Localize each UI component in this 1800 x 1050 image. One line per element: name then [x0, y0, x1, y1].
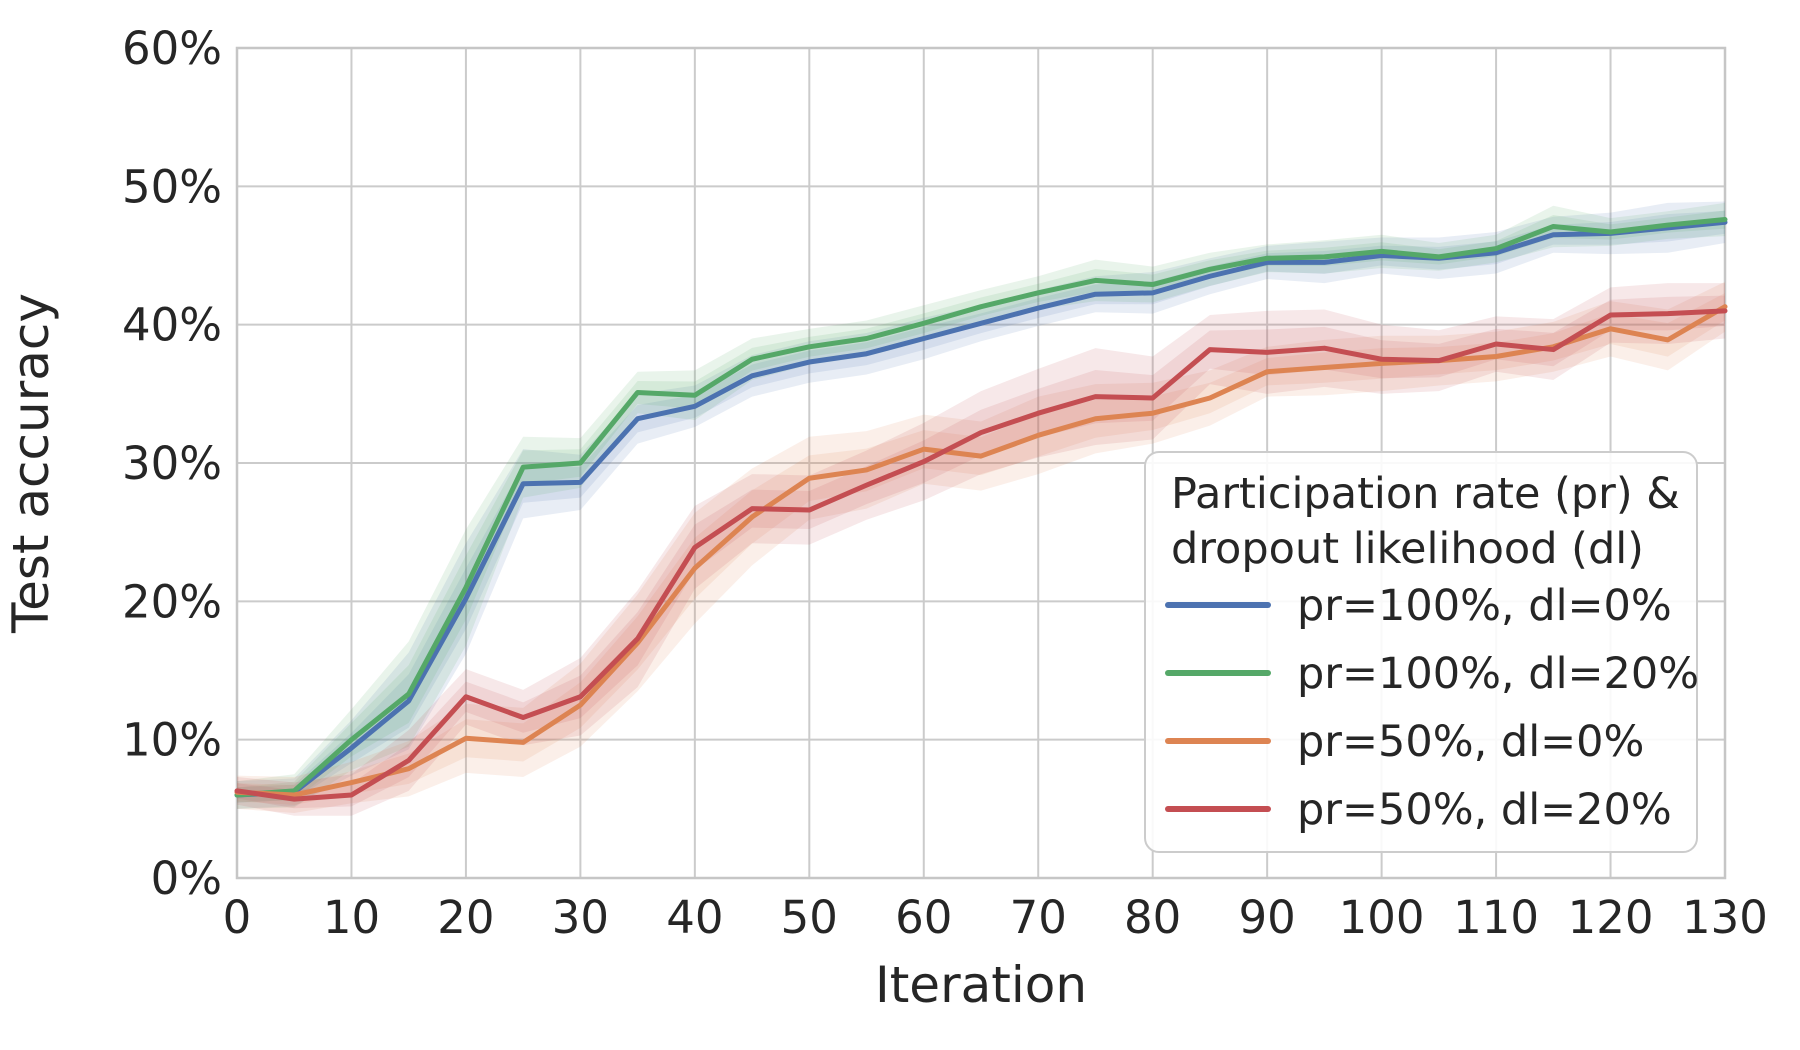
series-lines	[234, 217, 1728, 802]
y-tick-label: 10%	[122, 714, 222, 767]
y-tick-label: 60%	[122, 22, 222, 75]
band-series-1	[237, 202, 1725, 809]
band-series-3	[237, 295, 1725, 809]
x-tick-label: 110	[1453, 891, 1539, 944]
y-tick-label: 30%	[122, 437, 222, 490]
y-tick-label: 0%	[151, 852, 222, 905]
y-axis-label: Test accuracy	[2, 293, 60, 634]
plot-border	[235, 46, 1727, 880]
x-tick-label: 130	[1682, 891, 1768, 944]
x-tick-label: 120	[1568, 891, 1654, 944]
y-tick-labels: 0% 10% 20% 30% 40% 50% 60%	[122, 22, 222, 905]
line-series-3	[234, 308, 1728, 802]
x-tick-label: 30	[552, 891, 609, 944]
legend-box	[1144, 451, 1698, 853]
line-series-0	[234, 219, 1728, 798]
x-tick-label: 40	[666, 891, 723, 944]
x-tick-label: 80	[1124, 891, 1181, 944]
y-tick-label: 20%	[122, 575, 222, 628]
x-tick-label: 10	[323, 891, 380, 944]
x-tick-label: 20	[437, 891, 494, 944]
legend-entry-label: pr=100%, dl=0%	[1297, 581, 1672, 631]
y-tick-label: 50%	[122, 160, 222, 213]
line-series-1	[234, 217, 1728, 798]
x-tick-label: 70	[1010, 891, 1067, 944]
x-tick-label: 100	[1339, 891, 1425, 944]
x-axis-label: Iteration	[875, 956, 1087, 1014]
band-series-2	[237, 281, 1725, 813]
x-tick-labels: 0 10 20 30 40 50 60 70 80 90 100 110 120 130	[223, 891, 1768, 944]
legend-entry-label: pr=50%, dl=20%	[1297, 785, 1672, 835]
band-series-3	[237, 283, 1725, 816]
legend-entry-label: pr=50%, dl=0%	[1297, 717, 1644, 767]
y-tick-label: 40%	[122, 299, 222, 352]
legend-title-line: Participation rate (pr) &	[1171, 469, 1680, 519]
x-tick-label: 60	[895, 891, 952, 944]
legend: Participation rate (pr) &dropout likelih…	[1144, 451, 1699, 853]
legend-entry-label: pr=100%, dl=20%	[1297, 649, 1699, 699]
x-tick-label: 50	[781, 891, 838, 944]
band-series-0	[237, 210, 1725, 803]
x-tick-label: 0	[223, 891, 252, 944]
x-tick-label: 90	[1239, 891, 1296, 944]
line-series-2	[234, 304, 1728, 798]
legend-title-line: dropout likelihood (dl)	[1171, 524, 1644, 574]
